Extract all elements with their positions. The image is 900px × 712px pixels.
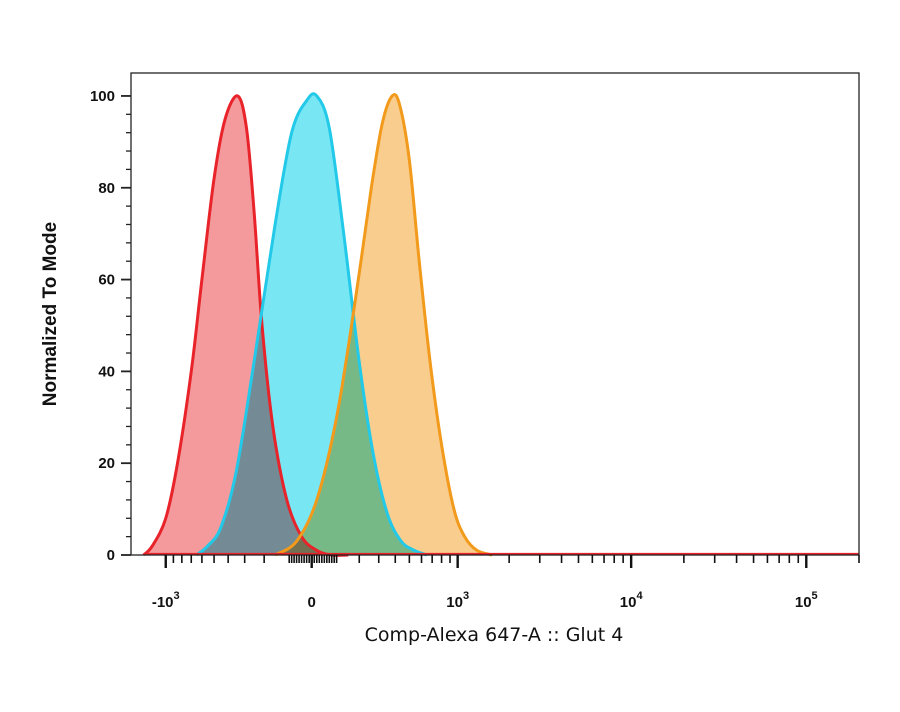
y-tick-label: 20 xyxy=(98,455,115,472)
series-3-line xyxy=(274,93,493,557)
y-tick-label: 80 xyxy=(98,180,115,197)
series-2-line xyxy=(195,92,428,557)
y-tick-label: 60 xyxy=(98,272,115,289)
x-axis-ticks xyxy=(164,555,860,568)
x-tick-label: -103 xyxy=(152,590,180,611)
x-tick-label: 0 xyxy=(308,594,316,611)
x-tick-label: 104 xyxy=(620,590,644,611)
series-3-area xyxy=(275,94,493,555)
x-tick-label: 103 xyxy=(446,590,469,611)
x-tick-label: 105 xyxy=(795,590,818,611)
series-1-area xyxy=(143,95,349,556)
x-axis-title: Comp-Alexa 647-A :: Glut 4 xyxy=(365,624,624,646)
y-tick-label: 40 xyxy=(98,363,115,380)
y-axis-title: Normalized To Mode xyxy=(40,222,61,406)
axes-layer: 0 20 40 60 80 100 -103 0 103 104 105 xyxy=(90,88,860,611)
series-layer xyxy=(142,92,859,557)
y-axis-ticks xyxy=(121,95,131,556)
plot-frame xyxy=(130,72,860,556)
y-tick-label: 100 xyxy=(90,88,115,105)
y-tick-label: 0 xyxy=(107,547,115,564)
series-lines xyxy=(142,92,859,557)
